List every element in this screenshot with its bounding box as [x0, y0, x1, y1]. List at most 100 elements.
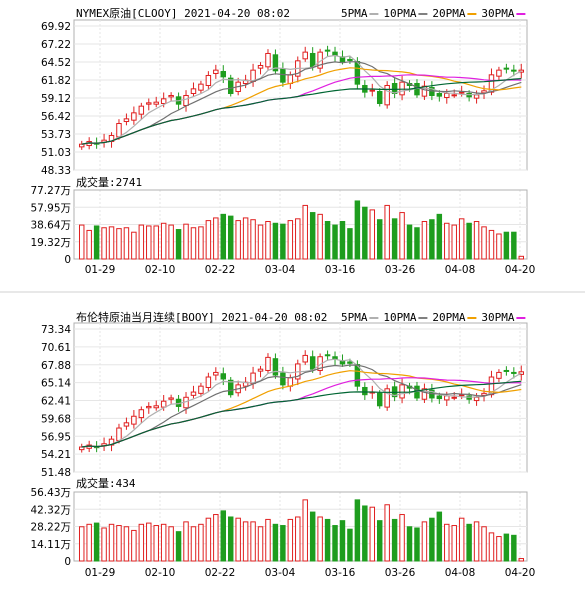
y-tick-label: 59.68: [41, 413, 71, 425]
candle-body: [302, 354, 308, 363]
candle-body: [511, 371, 517, 374]
legend-entry-10pma: 10PMA: [383, 7, 428, 20]
volume-label: 成交量:2741: [76, 175, 142, 189]
x-tick-label: 01-29: [85, 567, 116, 579]
volume-bar: [287, 220, 294, 260]
candle-body: [116, 123, 122, 138]
volume-bar: [190, 526, 197, 562]
volume-bar: [108, 226, 115, 260]
volume-bar: [138, 224, 145, 260]
volume-bar: [131, 231, 137, 260]
candle-body: [399, 384, 405, 399]
ma10-line: [81, 364, 522, 448]
volume-bar: [213, 514, 219, 562]
candle-body: [146, 102, 152, 105]
candle-body: [78, 446, 85, 451]
candle-body: [399, 81, 405, 96]
volume-bar: [473, 521, 480, 562]
y-tick-label: 62.41: [41, 396, 71, 408]
volume-bar: [429, 219, 435, 260]
candle-body: [198, 385, 204, 394]
volume-bar: [227, 215, 234, 260]
volume-bar: [309, 212, 316, 260]
y-tick-label: 67.22: [41, 39, 71, 51]
candle-body: [376, 392, 383, 407]
volume-bar: [123, 526, 130, 562]
y-tick-label: 59.12: [41, 93, 71, 105]
candle-body: [227, 379, 234, 396]
ma-long-line: [81, 380, 522, 448]
volume-bar: [220, 213, 227, 260]
candle-body: [496, 371, 502, 379]
volume-bar: [168, 526, 174, 562]
chart-panel-1: NYMEX原油[CLOOY] 2021-04-20 08:02 5PMA 10PMA…: [30, 6, 535, 276]
candle-body: [116, 427, 122, 441]
volume-bar: [78, 224, 85, 260]
candle-body: [458, 394, 465, 397]
candle-body: [384, 84, 390, 106]
volume-bar: [399, 514, 405, 562]
candle-body: [362, 386, 368, 396]
candle-body: [473, 94, 480, 99]
candle-body: [131, 415, 137, 425]
x-tick-label: 04-20: [505, 567, 536, 579]
volume-bar: [444, 222, 450, 260]
volume-bar: [198, 226, 204, 260]
candle-body: [257, 64, 264, 69]
y-tick-label: 61.82: [41, 75, 71, 87]
ma10-line: [81, 61, 522, 145]
legend-entry-20pma: 20PMA: [432, 7, 477, 20]
volume-bar: [458, 218, 465, 260]
ma-long-line: [81, 78, 522, 145]
volume-bar: [481, 226, 487, 260]
candle-body: [481, 90, 487, 94]
volume-bar: [458, 517, 465, 562]
candle-body: [131, 112, 137, 121]
candle-body: [287, 74, 294, 84]
candle-body: [444, 92, 450, 98]
volume-bar: [116, 525, 122, 562]
candle-body: [324, 354, 331, 357]
candle-body: [451, 396, 457, 399]
volume-bar: [265, 220, 271, 260]
x-tick-label: 02-10: [145, 264, 176, 276]
volume-bar: [153, 525, 159, 562]
candle-body: [436, 92, 443, 97]
volume-bar: [93, 225, 100, 260]
legend-label: 5PMA: [341, 311, 368, 324]
y-tick-label: 56.95: [41, 431, 71, 443]
volume-bar: [309, 511, 316, 562]
volume-bar: [175, 531, 182, 562]
volume-bar: [198, 523, 204, 562]
candle-body: [391, 386, 398, 398]
volume-bar: [332, 224, 338, 260]
candle-body: [421, 85, 428, 97]
candle-body: [473, 396, 480, 402]
volume-bar: [183, 521, 189, 562]
volume-bar: [302, 204, 308, 260]
candle-body: [220, 70, 227, 78]
volume-bar: [257, 526, 264, 562]
volume-bar: [414, 527, 420, 562]
legend-entry-5pma: 5PMA: [341, 311, 379, 324]
volume-bar: [183, 223, 189, 260]
legend-entry-30pma: 30PMA: [481, 7, 526, 20]
x-tick-label: 02-22: [205, 567, 236, 579]
legend-label: 20PMA: [432, 311, 465, 324]
candle-body: [146, 405, 152, 409]
x-tick-label: 02-10: [145, 567, 176, 579]
volume-bar: [93, 522, 100, 562]
y-tick-label: 53.73: [41, 129, 71, 141]
volume-bar: [503, 533, 510, 562]
volume-bar: [414, 227, 420, 260]
volume-bar: [488, 532, 495, 562]
candle-body: [347, 361, 353, 364]
y-tick-label: 64.52: [41, 57, 71, 69]
volume-bar: [146, 522, 152, 562]
x-tick-label: 04-20: [505, 264, 536, 276]
volume-bar: [78, 526, 85, 562]
price-frame: [73, 322, 528, 473]
candle-body: [160, 400, 167, 408]
volume-bar: [466, 523, 472, 562]
